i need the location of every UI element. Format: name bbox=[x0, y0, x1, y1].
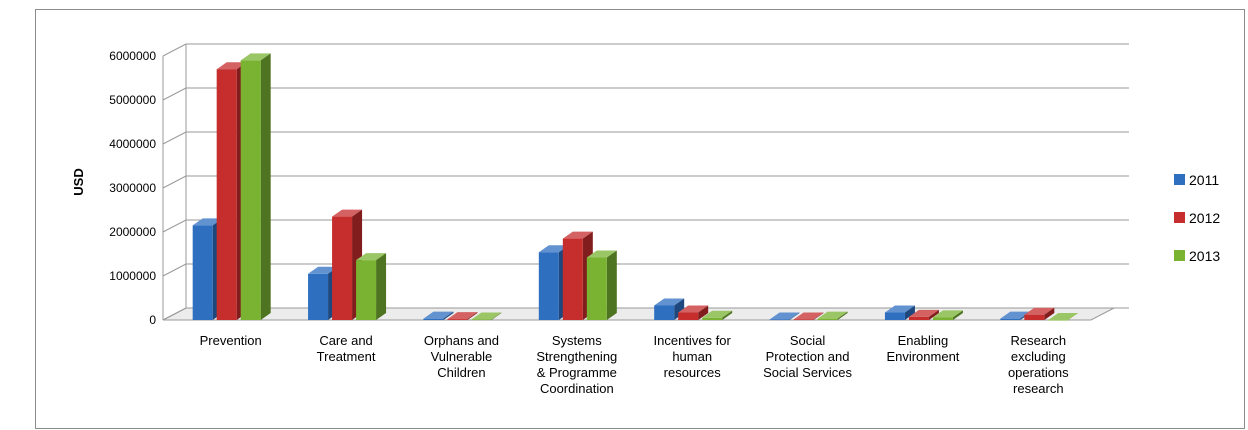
bar-2013 bbox=[356, 253, 387, 320]
chart-frame: 0 1000000 2000000 3000000 4000000 5000000 6000… bbox=[35, 9, 1245, 429]
x-category-label: Systems Strengthening & Programme Coordinat… bbox=[536, 333, 617, 396]
y-tick-label: 5000000 bbox=[109, 93, 156, 107]
bar-2013 bbox=[932, 310, 963, 320]
y-tick-label: 2000000 bbox=[109, 225, 156, 239]
y-tick-label: 1000000 bbox=[109, 269, 156, 283]
legend-swatch-2011 bbox=[1174, 174, 1185, 185]
x-category-label: Care and Treatment bbox=[317, 333, 376, 364]
bar-2013 bbox=[817, 311, 848, 320]
bar-2011 bbox=[884, 305, 915, 320]
x-category-label: Enabling Environment bbox=[886, 333, 959, 364]
x-axis-categories: Prevention Care and Treatment Orphans and Vu… bbox=[200, 333, 1070, 396]
bar-2013 bbox=[471, 312, 502, 321]
y-tick-label: 6000000 bbox=[109, 49, 156, 63]
bar-2013 bbox=[240, 53, 271, 321]
grid-line-side bbox=[162, 307, 187, 321]
bar-2012 bbox=[447, 312, 478, 320]
grid-line-side bbox=[162, 219, 187, 233]
bar-2012 bbox=[908, 309, 939, 320]
x-category-label: Social Protection and Social Services bbox=[763, 333, 852, 380]
bar-2011 bbox=[423, 311, 454, 320]
bar-2013 bbox=[1048, 313, 1079, 321]
legend-swatch-2013 bbox=[1174, 250, 1185, 261]
legend-label-2012: 2012 bbox=[1189, 210, 1220, 226]
y-tick-label: 0 bbox=[149, 313, 156, 327]
grid-line-side bbox=[162, 131, 187, 145]
bar-2013 bbox=[702, 310, 733, 320]
chart-floor bbox=[162, 307, 1115, 321]
legend: 2011 2012 2013 bbox=[1174, 172, 1220, 264]
grid-lines bbox=[162, 43, 1129, 321]
grid-line-side bbox=[162, 87, 187, 101]
x-category-label: Incentives for human resources bbox=[654, 333, 732, 380]
x-category-label: Research excluding operations research bbox=[1008, 333, 1069, 396]
bar-2011 bbox=[769, 312, 800, 321]
grid-line-side bbox=[162, 175, 187, 189]
y-axis-ticks: 0 1000000 2000000 3000000 4000000 5000000 6000… bbox=[109, 49, 156, 327]
y-tick-label: 3000000 bbox=[109, 181, 156, 195]
x-category-label: Orphans and Vulnerable Children bbox=[424, 333, 499, 380]
grid-line-side bbox=[162, 263, 187, 277]
bar-2012 bbox=[793, 312, 824, 321]
bars bbox=[192, 53, 1079, 321]
bar-chart: 0 1000000 2000000 3000000 4000000 5000000 6000… bbox=[71, 43, 1220, 396]
y-axis-label: USD bbox=[71, 168, 86, 195]
legend-label-2011: 2011 bbox=[1189, 172, 1219, 188]
y-tick-label: 4000000 bbox=[109, 137, 156, 151]
grid-line-side bbox=[162, 43, 187, 57]
bar-2012 bbox=[1024, 307, 1055, 320]
bar-2012 bbox=[678, 305, 709, 320]
bar-2013 bbox=[586, 250, 617, 320]
x-category-label: Prevention bbox=[200, 333, 262, 348]
legend-label-2013: 2013 bbox=[1189, 248, 1220, 264]
legend-swatch-2012 bbox=[1174, 212, 1185, 223]
